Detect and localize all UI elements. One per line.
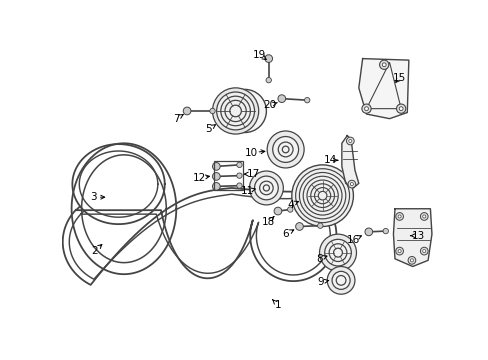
Circle shape xyxy=(212,172,220,180)
Circle shape xyxy=(249,171,283,205)
Text: 3: 3 xyxy=(90,192,96,202)
Text: 14: 14 xyxy=(323,155,336,165)
Circle shape xyxy=(361,104,370,113)
Circle shape xyxy=(216,92,254,130)
Circle shape xyxy=(317,223,323,228)
Circle shape xyxy=(264,55,272,62)
Circle shape xyxy=(224,100,246,122)
Circle shape xyxy=(346,137,353,145)
Polygon shape xyxy=(393,209,431,266)
Text: 18: 18 xyxy=(262,217,275,227)
Circle shape xyxy=(212,88,258,134)
Circle shape xyxy=(420,213,427,220)
Circle shape xyxy=(274,207,281,215)
Circle shape xyxy=(295,222,303,230)
Text: 10: 10 xyxy=(244,148,258,158)
Text: 19: 19 xyxy=(252,50,265,60)
Circle shape xyxy=(349,183,353,186)
Circle shape xyxy=(263,185,269,191)
Circle shape xyxy=(266,131,304,168)
Circle shape xyxy=(223,89,266,132)
Circle shape xyxy=(304,98,309,103)
Text: 8: 8 xyxy=(316,254,322,264)
Circle shape xyxy=(336,275,345,285)
Circle shape xyxy=(265,77,271,83)
Circle shape xyxy=(236,183,242,188)
Circle shape xyxy=(278,142,292,157)
Text: 16: 16 xyxy=(346,235,359,244)
Circle shape xyxy=(422,215,425,218)
Circle shape xyxy=(331,271,349,289)
Circle shape xyxy=(236,173,242,178)
Circle shape xyxy=(420,247,427,255)
Circle shape xyxy=(328,244,346,261)
Circle shape xyxy=(396,104,405,113)
Polygon shape xyxy=(341,136,358,188)
Text: 1: 1 xyxy=(274,300,281,310)
Circle shape xyxy=(347,180,355,188)
Circle shape xyxy=(236,162,242,167)
Circle shape xyxy=(333,248,342,257)
Circle shape xyxy=(282,146,288,153)
Text: 7: 7 xyxy=(173,114,179,123)
Text: 9: 9 xyxy=(317,277,324,287)
Circle shape xyxy=(291,165,353,226)
Text: 12: 12 xyxy=(192,173,205,183)
Circle shape xyxy=(319,234,356,271)
Text: 20: 20 xyxy=(263,100,276,110)
Polygon shape xyxy=(358,59,408,119)
Text: 2: 2 xyxy=(91,246,98,256)
Circle shape xyxy=(212,163,220,170)
Circle shape xyxy=(277,95,285,103)
Circle shape xyxy=(221,96,250,126)
Circle shape xyxy=(364,228,372,236)
Text: 4: 4 xyxy=(286,200,293,210)
Circle shape xyxy=(183,107,190,115)
Circle shape xyxy=(382,63,386,67)
Circle shape xyxy=(382,228,387,234)
Circle shape xyxy=(397,249,400,253)
Text: 6: 6 xyxy=(282,229,288,239)
Text: 13: 13 xyxy=(410,231,424,241)
Circle shape xyxy=(395,247,403,255)
Text: 11: 11 xyxy=(240,186,253,196)
Circle shape xyxy=(398,107,402,111)
Circle shape xyxy=(209,108,215,114)
Circle shape xyxy=(259,181,273,195)
Circle shape xyxy=(379,60,388,69)
Circle shape xyxy=(395,213,403,220)
Circle shape xyxy=(272,136,298,162)
Circle shape xyxy=(409,259,413,262)
Circle shape xyxy=(364,107,367,111)
Text: 17: 17 xyxy=(246,169,260,179)
Circle shape xyxy=(422,249,425,253)
Circle shape xyxy=(287,207,292,212)
Circle shape xyxy=(229,105,241,117)
Circle shape xyxy=(212,183,220,190)
Text: 15: 15 xyxy=(392,73,406,83)
Circle shape xyxy=(348,139,351,143)
Circle shape xyxy=(407,256,415,264)
Circle shape xyxy=(324,239,350,266)
Circle shape xyxy=(326,266,354,294)
Circle shape xyxy=(397,215,400,218)
Text: 5: 5 xyxy=(205,125,211,134)
Circle shape xyxy=(254,176,278,200)
